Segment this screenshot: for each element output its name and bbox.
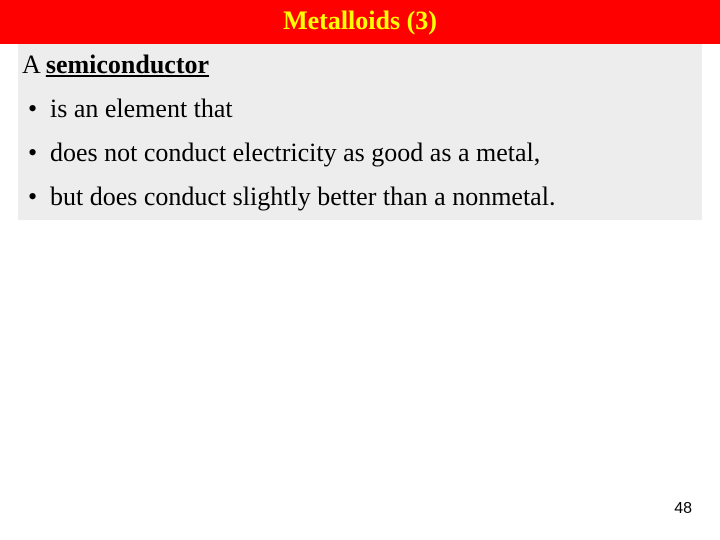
bullet-marker: •: [22, 182, 50, 212]
bullet-text: does not conduct electricity as good as …: [50, 138, 698, 168]
content-area: A semiconductor • is an element that • d…: [0, 44, 720, 220]
bullet-text: is an element that: [50, 94, 698, 124]
bullet-marker: •: [22, 138, 50, 168]
bullet-item: • does not conduct electricity as good a…: [18, 132, 702, 176]
title-bar: Metalloids (3): [0, 0, 720, 44]
bullet-item: • but does conduct slightly better than …: [18, 176, 702, 220]
lead-keyword: semiconductor: [46, 50, 209, 79]
lead-line: A semiconductor: [18, 44, 702, 88]
bullet-marker: •: [22, 94, 50, 124]
bullet-item: • is an element that: [18, 88, 702, 132]
slide-title: Metalloids (3): [283, 6, 437, 35]
page-number: 48: [674, 500, 692, 518]
bullet-text: but does conduct slightly better than a …: [50, 182, 698, 212]
lead-prefix: A: [22, 50, 46, 79]
